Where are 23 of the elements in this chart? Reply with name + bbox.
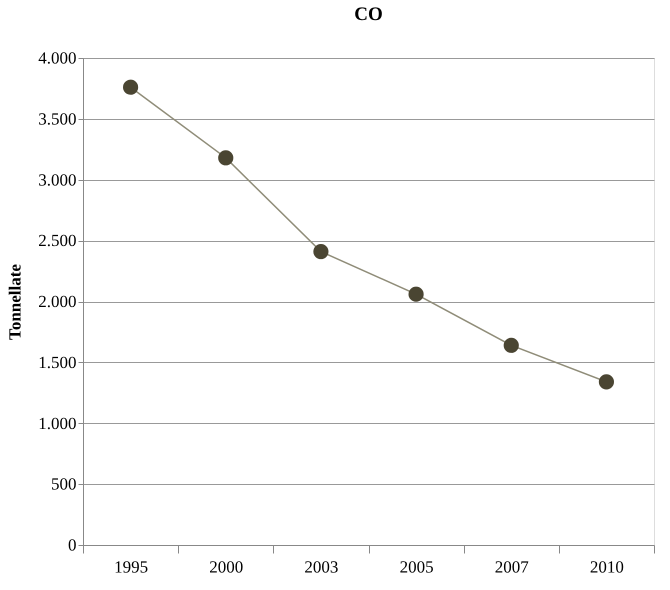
y-tick-label: 500 xyxy=(51,474,76,494)
x-tick-label: 2000 xyxy=(209,558,244,576)
x-tick-label: 2010 xyxy=(590,558,624,576)
y-tick-label: 3.500 xyxy=(38,109,76,128)
point xyxy=(408,286,424,302)
y-tick-label: 2.500 xyxy=(38,231,76,250)
chart-title: CO xyxy=(354,4,383,25)
point xyxy=(313,244,328,260)
y-axis-title: Tonnellate xyxy=(5,264,24,340)
x-tick-label: 2005 xyxy=(400,558,434,576)
x-tick-label: 2007 xyxy=(494,558,530,576)
point xyxy=(598,374,614,390)
y-tick-label: 1.000 xyxy=(38,414,76,433)
y-tick-label: 4.000 xyxy=(38,48,76,68)
x-tick-label: 2003 xyxy=(304,558,338,576)
point xyxy=(504,338,519,353)
y-tick-label: 3.000 xyxy=(38,170,76,190)
point xyxy=(218,150,234,166)
point xyxy=(123,80,138,95)
y-tick-label: 2.000 xyxy=(38,292,76,311)
x-tick-label: 1995 xyxy=(114,558,148,576)
y-tick-label: 1.500 xyxy=(38,352,76,372)
y-tick-label: 0 xyxy=(68,536,76,554)
